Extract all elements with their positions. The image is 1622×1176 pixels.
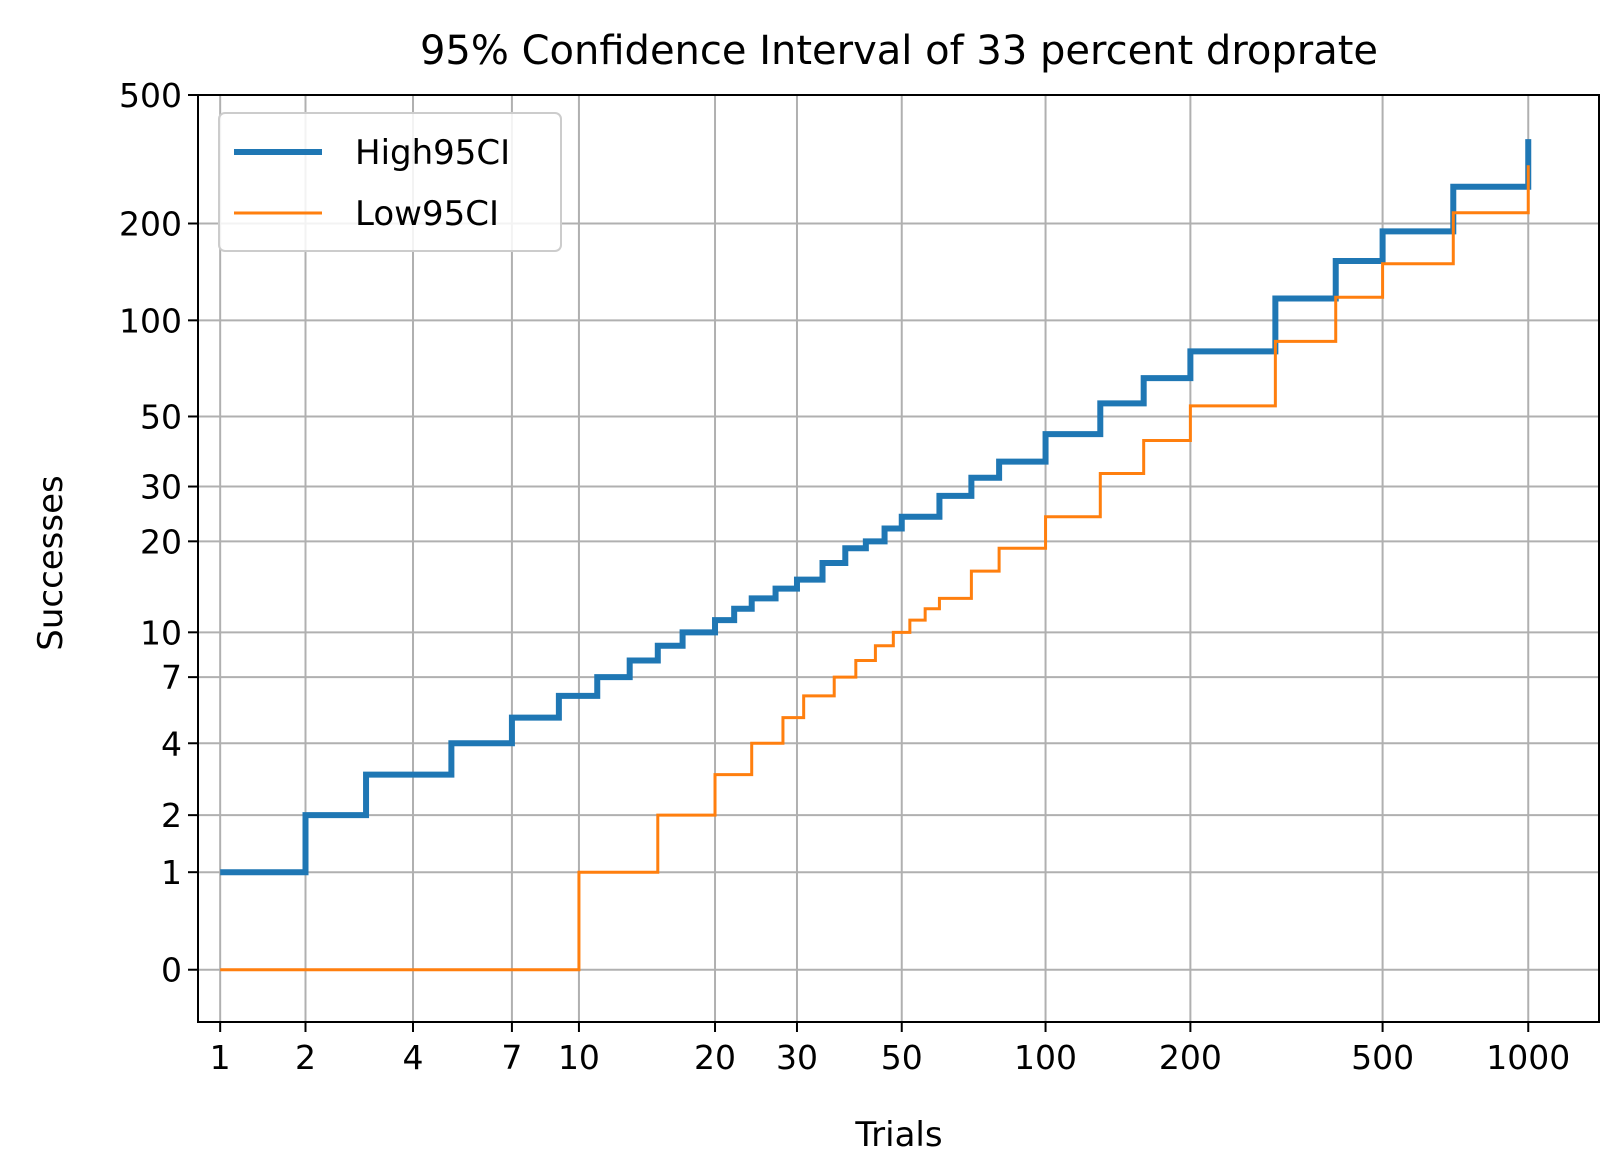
legend-label-low95ci: Low95CI [355,194,499,234]
x-tick-label: 1 [210,1038,231,1077]
y-axis-label: Successes [31,475,71,651]
x-tick-label: 7 [501,1038,522,1077]
y-tick-label: 7 [161,658,182,697]
y-tick-label: 30 [140,468,182,507]
x-tick-label: 50 [881,1038,923,1077]
y-tick-label: 500 [119,76,182,115]
ticks: 1 2 4 7 10 20 30 50 100 200 500 1000 0 1 2 4 7 10 20 30 50 10… [119,76,1570,1077]
x-tick-label: 1000 [1486,1038,1570,1077]
x-tick-label: 500 [1351,1038,1414,1077]
y-tick-label: 50 [140,397,182,436]
legend-label-high95ci: High95CI [355,133,510,173]
y-tick-label: 4 [161,724,182,763]
series-layer [220,139,1532,972]
x-tick-label: 2 [295,1038,316,1077]
x-tick-label: 20 [694,1038,736,1077]
legend: High95CI Low95CI [218,112,562,252]
series-line-high95ci [220,139,1532,876]
y-tick-label: 2 [161,796,182,835]
series-line-low95ci [220,165,1530,972]
x-tick-label: 10 [558,1038,600,1077]
y-tick-label: 0 [161,951,182,990]
plot-frame [197,94,1600,1023]
chart-title: 95% Confidence Interval of 33 percent dr… [420,28,1378,74]
x-tick-label: 30 [776,1038,818,1077]
x-tick-label: 200 [1159,1038,1222,1077]
y-tick-label: 10 [140,613,182,652]
y-tick-label: 1 [161,853,182,892]
y-tick-label: 100 [119,301,182,340]
legend-box [218,112,562,252]
y-tick-label: 200 [119,205,182,244]
y-tick-label: 20 [140,522,182,561]
x-tick-label: 100 [1014,1038,1077,1077]
x-tick-label: 4 [403,1038,424,1077]
x-axis-label: Trials [854,1115,942,1155]
